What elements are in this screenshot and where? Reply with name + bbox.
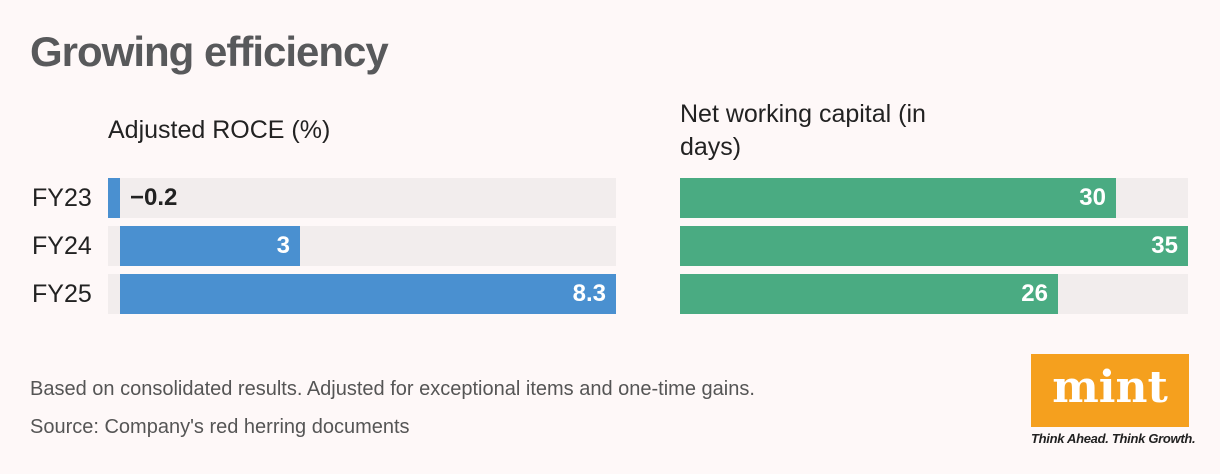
roce-track-fy23 [108,178,616,218]
nwc-value-fy24: 35 [1151,232,1178,259]
brand-tagline: Think Ahead. Think Growth. [1031,431,1196,446]
roce-subtitle: Adjusted ROCE (%) [108,116,331,144]
nwc-subtitle: Net working capital (in days) [680,100,926,161]
mint-logo: mint [1031,354,1189,427]
nwc-bar-fy23 [680,178,1116,218]
roce-value-fy23: −0.2 [130,184,178,211]
category-label-fy23: FY23 [32,184,92,212]
roce-bar-fy25 [120,274,616,314]
roce-bar-fy24 [120,226,300,266]
roce-value-fy25: 8.3 [572,280,606,307]
category-label-fy25: FY25 [32,280,92,308]
nwc-value-fy25: 26 [1021,280,1048,307]
source-note: Source: Company's red herring documents [30,416,410,438]
nwc-value-fy23: 30 [1079,184,1106,211]
category-label-fy24: FY24 [32,232,92,260]
chart-title: Growing efficiency [30,28,389,75]
roce-value-fy24: 3 [276,232,290,259]
nwc-bar-fy25 [680,274,1058,314]
roce-bar-fy23 [108,178,120,218]
nwc-bar-fy24 [680,226,1188,266]
footnote: Based on consolidated results. Adjusted … [30,378,755,400]
